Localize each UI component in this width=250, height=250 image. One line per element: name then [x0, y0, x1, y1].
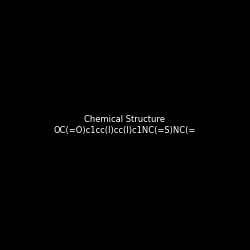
Text: Chemical Structure
OC(=O)c1cc(I)cc(I)c1NC(=S)NC(=: Chemical Structure OC(=O)c1cc(I)cc(I)c1N… [54, 115, 196, 135]
